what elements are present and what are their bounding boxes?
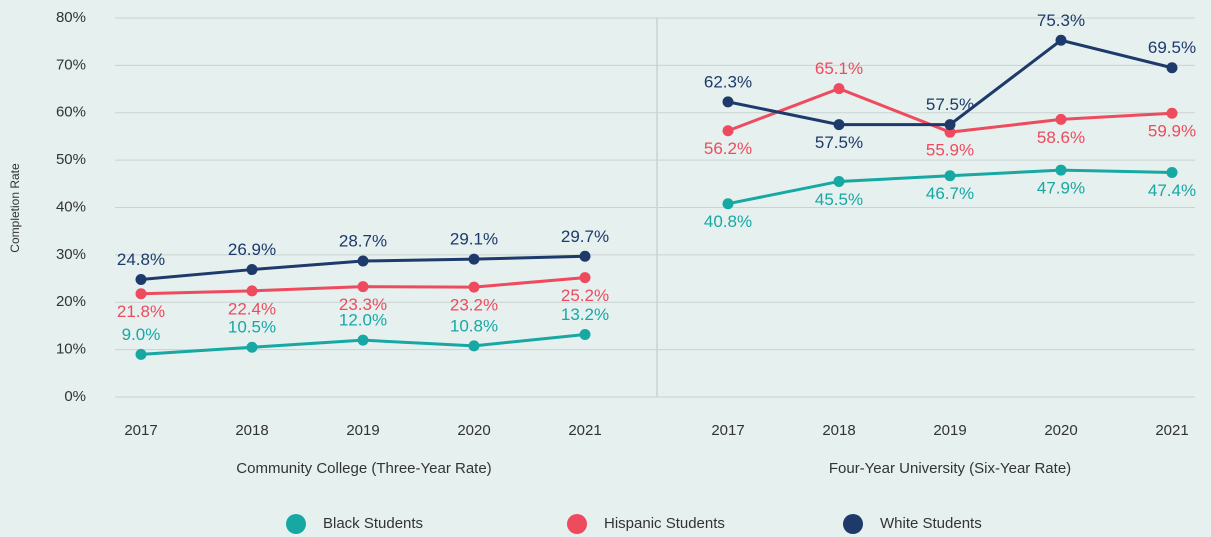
data-point (944, 170, 956, 182)
data-label: 46.7% (926, 184, 974, 203)
data-point (722, 198, 734, 210)
data-label: 29.1% (450, 230, 498, 249)
data-label: 65.1% (815, 59, 863, 78)
data-point (944, 119, 956, 131)
data-label: 10.5% (228, 318, 276, 337)
y-tick-label: 60% (56, 104, 86, 121)
data-point (468, 253, 480, 265)
data-label: 9.0% (122, 325, 161, 344)
legend-swatch (286, 514, 306, 534)
data-point (1166, 107, 1178, 119)
data-point (579, 272, 591, 284)
y-tick-label: 50% (56, 151, 86, 168)
legend-label: Hispanic Students (604, 515, 725, 532)
legend-label: Black Students (323, 515, 423, 532)
data-label: 69.5% (1148, 38, 1196, 57)
data-label: 26.9% (228, 240, 276, 259)
x-tick-label: 2018 (822, 422, 855, 439)
data-label: 23.3% (339, 295, 387, 314)
data-point (468, 281, 480, 293)
data-label: 58.6% (1037, 128, 1085, 147)
y-tick-label: 80% (56, 9, 86, 26)
data-point (579, 250, 591, 262)
data-label: 57.5% (926, 95, 974, 114)
data-point (722, 96, 734, 108)
x-tick-label: 2019 (346, 422, 379, 439)
data-label: 59.9% (1148, 122, 1196, 141)
data-label: 25.2% (561, 286, 609, 305)
data-label: 57.5% (815, 133, 863, 152)
data-point (833, 119, 845, 131)
x-tick-label: 2021 (568, 422, 601, 439)
data-label: 55.9% (926, 141, 974, 160)
y-axis-label: Completion Rate (8, 163, 22, 253)
data-label: 62.3% (704, 72, 752, 91)
data-point (1166, 62, 1178, 74)
y-tick-label: 10% (56, 341, 86, 358)
data-label: 12.0% (339, 311, 387, 330)
y-tick-label: 40% (56, 198, 86, 215)
data-point (1055, 34, 1067, 46)
legend-label: White Students (880, 515, 982, 532)
data-point (833, 83, 845, 95)
x-axis-label: Four-Year University (Six-Year Rate) (829, 460, 1071, 477)
data-label: 47.4% (1148, 181, 1196, 200)
y-tick-label: 30% (56, 246, 86, 263)
x-axis-label: Community College (Three-Year Rate) (236, 460, 491, 477)
data-label: 40.8% (704, 212, 752, 231)
y-tick-label: 0% (64, 388, 86, 405)
data-label: 13.2% (561, 305, 609, 324)
data-point (579, 328, 591, 340)
x-tick-label: 2020 (1044, 422, 1077, 439)
data-label: 21.8% (117, 302, 165, 321)
data-point (722, 125, 734, 137)
data-point (135, 274, 147, 286)
data-label: 28.7% (339, 232, 387, 251)
y-tick-label: 70% (56, 56, 86, 73)
x-tick-label: 2018 (235, 422, 268, 439)
x-tick-label: 2017 (711, 422, 744, 439)
data-point (246, 285, 258, 297)
x-tick-label: 2021 (1155, 422, 1188, 439)
data-point (246, 264, 258, 276)
data-point (246, 341, 258, 353)
data-point (1055, 113, 1067, 125)
data-point (833, 175, 845, 187)
data-label: 56.2% (704, 139, 752, 158)
data-label: 24.8% (117, 250, 165, 269)
legend-swatch (843, 514, 863, 534)
data-point (357, 334, 369, 346)
y-tick-label: 20% (56, 293, 86, 310)
data-point (468, 340, 480, 352)
data-label: 75.3% (1037, 11, 1085, 30)
data-point (135, 288, 147, 300)
data-label: 29.7% (561, 227, 609, 246)
data-label: 23.2% (450, 296, 498, 315)
data-point (135, 348, 147, 360)
data-point (357, 255, 369, 267)
data-point (357, 281, 369, 293)
legend-swatch (567, 514, 587, 534)
data-point (1055, 164, 1067, 176)
data-label: 10.8% (450, 316, 498, 335)
data-label: 45.5% (815, 190, 863, 209)
data-label: 47.9% (1037, 179, 1085, 198)
x-tick-label: 2019 (933, 422, 966, 439)
data-point (944, 126, 956, 138)
x-tick-label: 2020 (457, 422, 490, 439)
data-point (1166, 166, 1178, 178)
data-label: 22.4% (228, 299, 276, 318)
x-tick-label: 2017 (124, 422, 157, 439)
